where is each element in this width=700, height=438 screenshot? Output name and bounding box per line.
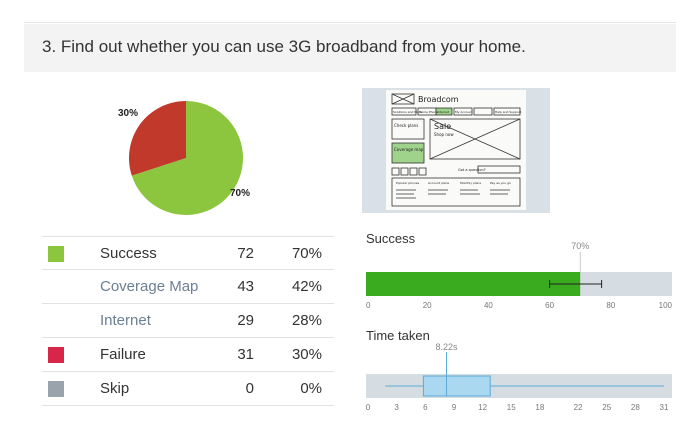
svg-text:Internet: Internet (437, 110, 450, 114)
success-value-label: 70% (571, 241, 589, 251)
time-chart-title: Time taken (366, 328, 430, 343)
result-count: 29 (237, 312, 254, 329)
pie-svg (129, 101, 243, 215)
results-row-failure: Failure 31 30% (42, 338, 334, 372)
result-label[interactable]: Coverage Map (100, 278, 199, 295)
x-tick-label: 80 (606, 301, 615, 310)
question-header (24, 24, 676, 72)
svg-text:Got a question?: Got a question? (458, 168, 486, 172)
pie-label-success: 70% (230, 188, 251, 199)
result-percent: 70% (291, 245, 322, 262)
x-tick-label: 25 (602, 403, 611, 412)
result-percent: 30% (291, 346, 322, 363)
svg-text:Help and Support: Help and Support (495, 110, 522, 114)
svg-text:Sale: Sale (434, 122, 451, 131)
svg-text:Home Phone: Home Phone (419, 110, 438, 114)
x-tick-label: 22 (574, 403, 583, 412)
results-row-skip: Skip 0 0% (42, 372, 334, 406)
time-box-plot: 8.22s 0 3 6 9 12 15 18 22 25 28 31 (366, 342, 672, 412)
result-percent: 0% (300, 380, 322, 397)
header-top-rule (24, 22, 676, 23)
results-row-success: Success 72 70% (42, 236, 334, 270)
svg-text:Check plans: Check plans (394, 123, 418, 128)
x-tick-label: 0 (366, 403, 371, 412)
svg-text:Monthly plans: Monthly plans (460, 181, 481, 185)
x-tick-label: 100 (659, 301, 673, 310)
result-label[interactable]: Internet (100, 312, 151, 329)
svg-text:Solutions and Plans: Solutions and Plans (393, 110, 423, 114)
svg-text:Shop now: Shop now (434, 132, 454, 137)
iqr-box (422, 375, 491, 397)
result-label: Failure (100, 346, 146, 363)
success-bar (366, 272, 581, 296)
legend-swatch (48, 347, 64, 363)
wireframe-brand: Broadcom (418, 95, 459, 104)
legend-swatch (48, 246, 64, 262)
results-row-coverage-map: Coverage Map 43 42% (42, 270, 334, 304)
legend-swatch (48, 381, 64, 397)
result-count: 43 (237, 278, 254, 295)
svg-text:Coverage map: Coverage map (394, 147, 424, 152)
svg-text:My Account: My Account (455, 110, 473, 114)
question-title: 3. Find out whether you can use 3G broad… (42, 37, 526, 56)
success-bar-chart: 70% 0 20 40 60 80 100 (366, 241, 673, 310)
result-percent: 28% (291, 312, 322, 329)
x-tick-label: 0 (366, 301, 371, 310)
results-row-internet: Internet 29 28% (42, 304, 334, 338)
result-count: 0 (245, 380, 254, 397)
x-tick-label: 40 (484, 301, 493, 310)
result-percent: 42% (291, 278, 322, 295)
x-tick-label: 15 (507, 403, 516, 412)
x-tick-label: 9 (452, 403, 457, 412)
x-tick-label: 31 (660, 403, 669, 412)
svg-text:Popular phones: Popular phones (396, 181, 420, 185)
wireframe-image: Broadcom Solutions and Plans Home Phone … (386, 90, 526, 210)
result-pie-chart: 70% 30% (110, 94, 270, 234)
pie-slice-0 (131, 101, 243, 215)
wireframe-sketch: Broadcom Solutions and Plans Home Phone … (391, 93, 522, 207)
x-tick-label: 3 (394, 403, 399, 412)
pie-label-failure: 30% (118, 108, 139, 119)
result-label: Skip (100, 380, 130, 397)
x-tick-label: 18 (535, 403, 544, 412)
success-chart-title: Success (366, 231, 416, 246)
svg-text:Pay as you go: Pay as you go (490, 181, 511, 185)
result-count: 31 (237, 346, 254, 363)
results-table: Success 72 70% Coverage Map 43 42% Internet 29 2… (42, 236, 334, 406)
x-tick-label: 20 (423, 301, 432, 310)
median-label: 8.22s (435, 342, 458, 352)
svg-text:Account plans: Account plans (428, 181, 450, 185)
x-tick-label: 28 (631, 403, 640, 412)
x-tick-label: 12 (478, 403, 487, 412)
result-count: 72 (237, 245, 254, 262)
x-tick-label: 6 (423, 403, 428, 412)
pie-slice-1 (129, 101, 186, 176)
x-tick-label: 60 (545, 301, 554, 310)
result-label: Success (100, 245, 157, 262)
wireframe-logo-box (391, 93, 415, 105)
